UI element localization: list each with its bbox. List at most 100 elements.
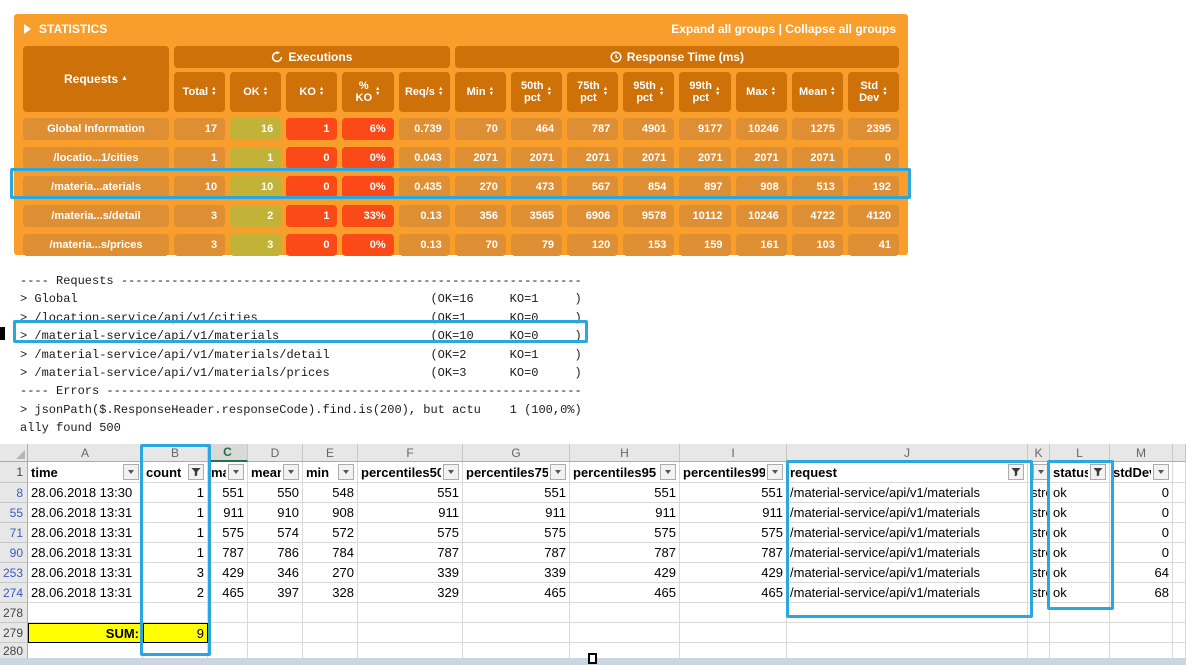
data-cell[interactable]: 786 xyxy=(248,543,303,563)
data-cell[interactable]: /material-service/api/v1/materials xyxy=(787,523,1028,543)
filter-dropdown-button[interactable] xyxy=(283,464,299,480)
data-cell[interactable]: 911 xyxy=(570,503,680,523)
data-cell[interactable]: 28.06.2018 13:31 xyxy=(28,543,143,563)
select-all-corner[interactable] xyxy=(0,444,28,462)
row-number[interactable]: 253 xyxy=(0,563,28,583)
data-cell[interactable]: 397 xyxy=(248,583,303,603)
data-cell[interactable]: 787 xyxy=(680,543,787,563)
empty-cell[interactable] xyxy=(680,603,787,623)
column-letter-F[interactable]: F xyxy=(358,444,463,462)
data-cell[interactable]: 64 xyxy=(1110,563,1173,583)
data-cell[interactable]: 551 xyxy=(570,483,680,503)
column-letter-H[interactable]: H xyxy=(570,444,680,462)
stats-column-header[interactable]: Mean ▲ ▼ xyxy=(791,72,843,112)
empty-cell[interactable] xyxy=(1028,623,1050,643)
stats-column-header[interactable]: 50th pct ▲ ▼ xyxy=(510,72,563,112)
data-cell[interactable]: 574 xyxy=(248,523,303,543)
data-cell[interactable]: ok xyxy=(1050,503,1110,523)
row-number[interactable]: 274 xyxy=(0,583,28,603)
data-cell[interactable]: 787 xyxy=(463,543,570,563)
data-cell[interactable]: stre xyxy=(1028,523,1050,543)
filter-dropdown-button[interactable] xyxy=(338,464,354,480)
stats-row-label[interactable]: /materia...s/prices xyxy=(23,234,169,256)
data-cell[interactable]: 0 xyxy=(1110,503,1173,523)
empty-cell[interactable] xyxy=(1050,623,1110,643)
row-number[interactable]: 280 xyxy=(0,643,28,660)
data-cell[interactable]: stre xyxy=(1028,563,1050,583)
header-cell-time[interactable]: time xyxy=(28,462,143,483)
column-letter-K[interactable]: K xyxy=(1028,444,1050,462)
stats-column-header[interactable]: Req/s ▲ ▼ xyxy=(398,72,450,112)
empty-cell[interactable] xyxy=(248,603,303,623)
stats-row-label[interactable]: /materia...s/detail xyxy=(23,205,169,227)
empty-cell[interactable] xyxy=(1050,603,1110,623)
row-number[interactable]: 55 xyxy=(0,503,28,523)
data-cell[interactable]: 2 xyxy=(143,583,208,603)
stats-column-header[interactable]: 75th pct ▲ ▼ xyxy=(567,72,619,112)
stats-column-header[interactable]: KO ▲ ▼ xyxy=(286,72,338,112)
data-cell[interactable]: ok xyxy=(1050,523,1110,543)
data-cell[interactable]: 551 xyxy=(358,483,463,503)
stats-column-header[interactable]: OK ▲ ▼ xyxy=(230,72,282,112)
data-cell[interactable]: 465 xyxy=(463,583,570,603)
column-letter-J[interactable]: J xyxy=(787,444,1028,462)
header-cell-percentiles99[interactable]: percentiles99 xyxy=(680,462,787,483)
header-cell-stdDev[interactable]: stdDev xyxy=(1110,462,1173,483)
data-cell[interactable]: 911 xyxy=(463,503,570,523)
row-number[interactable]: 1 xyxy=(0,462,28,483)
empty-cell[interactable] xyxy=(358,623,463,643)
empty-cell[interactable] xyxy=(303,603,358,623)
data-cell[interactable]: stre xyxy=(1028,483,1050,503)
sum-value-cell[interactable]: 9 xyxy=(143,623,208,643)
data-cell[interactable]: /material-service/api/v1/materials xyxy=(787,583,1028,603)
data-cell[interactable]: 575 xyxy=(358,523,463,543)
sum-label-cell[interactable]: SUM: xyxy=(28,623,143,643)
data-cell[interactable]: stre xyxy=(1028,543,1050,563)
data-cell[interactable]: 911 xyxy=(208,503,248,523)
header-cell-mean[interactable]: mean xyxy=(248,462,303,483)
header-cell-status[interactable]: status xyxy=(1050,462,1110,483)
column-letter-L[interactable]: L xyxy=(1050,444,1110,462)
data-cell[interactable]: 270 xyxy=(303,563,358,583)
data-cell[interactable]: stre xyxy=(1028,503,1050,523)
empty-cell[interactable] xyxy=(1110,603,1173,623)
data-cell[interactable]: 339 xyxy=(463,563,570,583)
data-cell[interactable]: 0 xyxy=(1110,543,1173,563)
expand-all-groups-link[interactable]: Expand all groups xyxy=(671,22,776,36)
filter-dropdown-button[interactable] xyxy=(660,464,676,480)
data-cell[interactable]: 465 xyxy=(208,583,248,603)
data-cell[interactable]: 28.06.2018 13:30 xyxy=(28,483,143,503)
filter-dropdown-button[interactable] xyxy=(550,464,566,480)
data-cell[interactable]: 1 xyxy=(143,523,208,543)
empty-cell[interactable] xyxy=(358,603,463,623)
data-cell[interactable]: 575 xyxy=(570,523,680,543)
data-cell[interactable]: 429 xyxy=(680,563,787,583)
stats-column-header[interactable]: Max ▲ ▼ xyxy=(735,72,787,112)
empty-cell[interactable] xyxy=(570,603,680,623)
empty-cell[interactable] xyxy=(208,603,248,623)
column-letter-C[interactable]: C xyxy=(208,444,248,462)
stats-column-header[interactable]: Min ▲ ▼ xyxy=(454,72,506,112)
column-letter-I[interactable]: I xyxy=(680,444,787,462)
data-cell[interactable]: ok xyxy=(1050,543,1110,563)
data-cell[interactable]: 787 xyxy=(208,543,248,563)
data-cell[interactable]: 551 xyxy=(463,483,570,503)
empty-cell[interactable] xyxy=(248,623,303,643)
data-cell[interactable]: 572 xyxy=(303,523,358,543)
empty-cell[interactable] xyxy=(1110,623,1173,643)
data-cell[interactable]: 329 xyxy=(358,583,463,603)
data-cell[interactable]: 575 xyxy=(680,523,787,543)
data-cell[interactable]: stre xyxy=(1028,583,1050,603)
scrollbar-handle[interactable] xyxy=(588,653,597,664)
empty-cell[interactable] xyxy=(28,603,143,623)
stats-row-label[interactable]: Global Information xyxy=(23,118,169,140)
empty-cell[interactable] xyxy=(208,623,248,643)
filter-applied-button[interactable] xyxy=(188,464,204,480)
data-cell[interactable]: ok xyxy=(1050,483,1110,503)
data-cell[interactable]: 908 xyxy=(303,503,358,523)
data-cell[interactable]: /material-service/api/v1/materials xyxy=(787,483,1028,503)
header-cell-count[interactable]: count xyxy=(143,462,208,483)
data-cell[interactable]: 328 xyxy=(303,583,358,603)
data-cell[interactable]: 1 xyxy=(143,543,208,563)
header-cell-max[interactable]: max xyxy=(208,462,248,483)
